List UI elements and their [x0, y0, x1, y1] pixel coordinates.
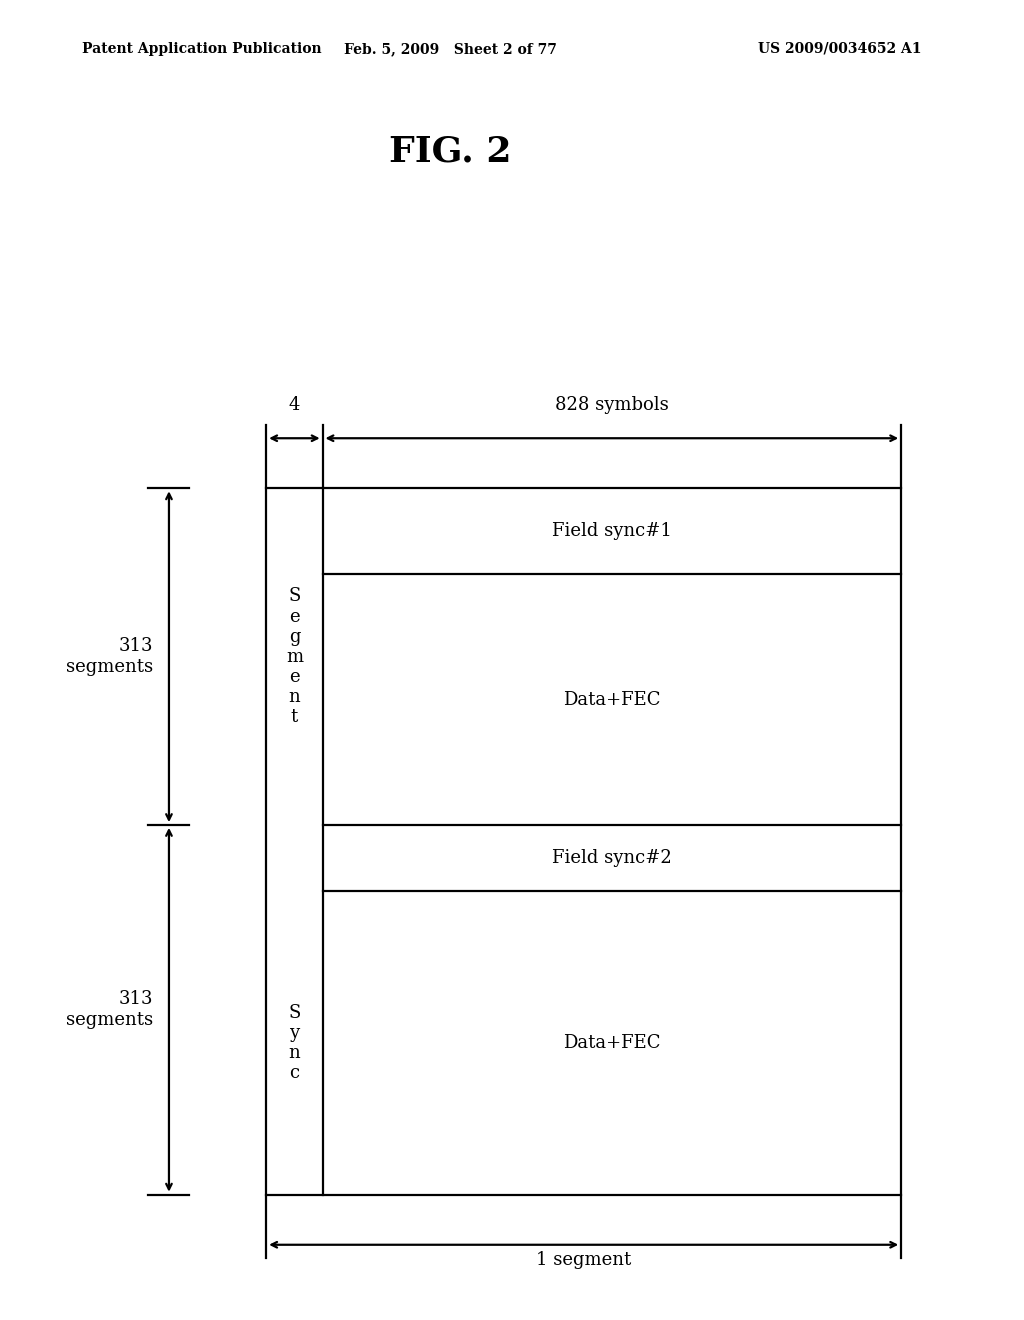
Text: US 2009/0034652 A1: US 2009/0034652 A1	[758, 42, 922, 55]
Text: Data+FEC: Data+FEC	[563, 690, 660, 709]
Text: 828 symbols: 828 symbols	[555, 396, 669, 414]
Bar	[266, 488, 901, 1195]
Text: 313
segments: 313 segments	[67, 990, 154, 1030]
Text: Data+FEC: Data+FEC	[563, 1034, 660, 1052]
Text: Field sync#1: Field sync#1	[552, 523, 672, 540]
Text: FIG. 2: FIG. 2	[389, 135, 512, 169]
Text: Field sync#2: Field sync#2	[552, 849, 672, 867]
Text: S
y
n
c: S y n c	[288, 1003, 301, 1082]
Text: S
e
g
m
e
n
t: S e g m e n t	[286, 587, 303, 726]
Text: 313
segments: 313 segments	[67, 638, 154, 676]
Text: 4: 4	[289, 396, 300, 414]
Text: 1 segment: 1 segment	[536, 1251, 632, 1270]
Text: Feb. 5, 2009   Sheet 2 of 77: Feb. 5, 2009 Sheet 2 of 77	[344, 42, 557, 55]
Text: Patent Application Publication: Patent Application Publication	[82, 42, 322, 55]
